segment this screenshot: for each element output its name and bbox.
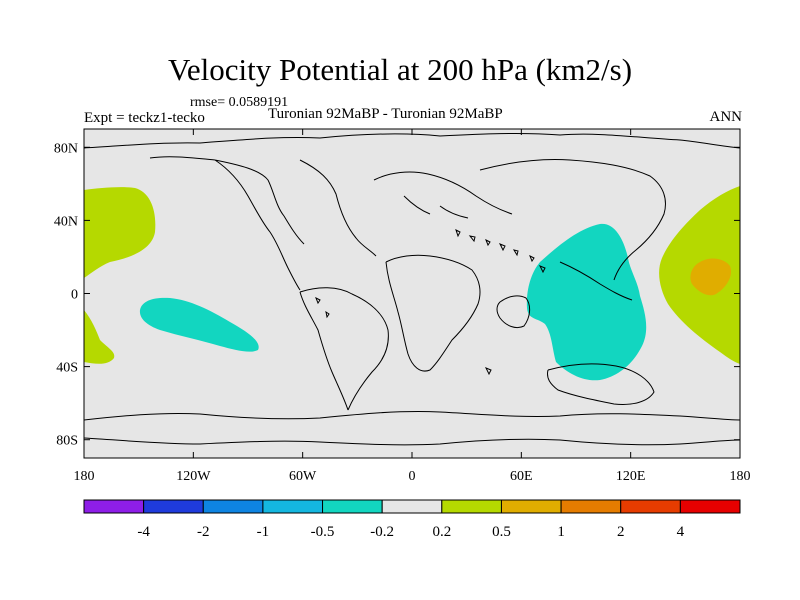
positive-anomaly-core	[690, 258, 732, 296]
colorbar: -4 -2 -1 -0.5 -0.2 0.2 0.5 1 2 4	[83, 499, 741, 540]
colorbar-label: 1	[557, 524, 565, 540]
lon-tick-label: 0	[409, 469, 416, 484]
colorbar-swatch	[202, 499, 264, 514]
positive-anomaly-region-southwest	[84, 310, 115, 364]
lon-tick-label: 180	[74, 469, 95, 484]
negative-anomaly-region-pacific	[139, 297, 259, 352]
colorbar-swatch	[500, 499, 562, 514]
colorbar-label: 0.5	[492, 524, 511, 540]
colorbar-label: -0.5	[311, 524, 335, 540]
longitude-axis: 180 120W 60W 0 60E 120E 180	[74, 129, 751, 484]
colorbar-swatch	[620, 499, 681, 514]
colorbar-swatch	[679, 499, 741, 514]
colorbar-label: -4	[137, 524, 150, 540]
coastline-india	[496, 295, 531, 329]
rmse-label: rmse= 0.0589191	[190, 95, 289, 110]
colorbar-swatch	[83, 499, 145, 514]
lat-tick-label: 80N	[54, 141, 78, 156]
colorbar-swatch	[143, 499, 204, 514]
positive-anomaly-region-northwest	[84, 187, 156, 278]
experiment-label: Expt = teckz1-tecko	[84, 110, 205, 126]
lon-tick-label: 120E	[616, 469, 646, 484]
case-label: Turonian 92MaBP - Turonian 92MaBP	[268, 106, 503, 122]
coastlines	[84, 132, 740, 446]
coastline-antarctica	[84, 410, 740, 446]
colorbar-swatch	[381, 499, 443, 514]
lon-tick-label: 120W	[176, 469, 211, 484]
plot-title: Velocity Potential at 200 hPa (km2/s)	[167, 52, 633, 87]
colorbar-label: -1	[257, 524, 270, 540]
colorbar-swatch	[560, 499, 622, 514]
lon-tick-label: 60E	[510, 469, 533, 484]
coastline-australia	[547, 363, 655, 405]
map-background	[84, 129, 740, 458]
lon-tick-label: 60W	[289, 469, 317, 484]
coastline-africa	[385, 254, 481, 372]
lon-tick-label: 180	[730, 469, 751, 484]
coastline-europe	[373, 171, 513, 219]
colorbar-label: -0.2	[370, 524, 394, 540]
island-outlines	[315, 229, 546, 376]
lat-tick-label: 40N	[54, 214, 78, 229]
colorbar-label: -2	[197, 524, 210, 540]
colorbar-label: 2	[617, 524, 625, 540]
colorbar-label: 0.2	[432, 524, 451, 540]
coastline-north-atlantic	[299, 159, 377, 257]
contour-fills	[84, 186, 740, 381]
lat-tick-label: 40S	[56, 361, 78, 376]
colorbar-swatch	[322, 499, 383, 514]
coastline-north-america	[149, 156, 305, 291]
coastline-arctic	[84, 132, 740, 149]
lat-tick-label: 0	[71, 288, 78, 303]
coastline-south-america	[299, 287, 389, 411]
season-label: ANN	[709, 109, 743, 125]
coastline-asia	[479, 159, 666, 301]
latitude-axis: 80N 40N 0 40S 80S	[54, 141, 740, 449]
colorbar-swatch	[262, 499, 324, 514]
colorbar-label: 4	[677, 524, 685, 540]
colorbar-swatch	[441, 499, 502, 514]
lat-tick-label: 80S	[56, 434, 78, 449]
negative-anomaly-region-tethys	[526, 223, 647, 381]
